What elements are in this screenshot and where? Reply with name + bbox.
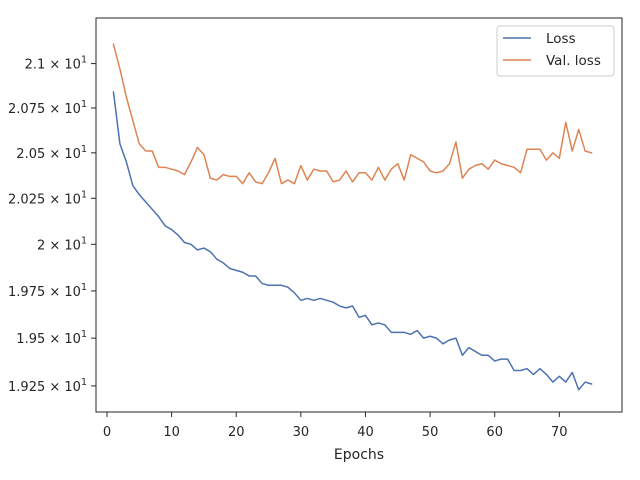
legend-label-loss: Loss xyxy=(546,31,576,47)
y-tick-label: 2.05 × 101 xyxy=(16,144,87,162)
series-line-loss xyxy=(112,91,593,391)
series-line-val-loss xyxy=(112,43,593,185)
x-tick-label: 0 xyxy=(103,425,111,440)
x-tick-label: 10 xyxy=(163,425,180,440)
legend: Loss Val. loss xyxy=(496,25,615,77)
y-tick-label: 1.975 × 101 xyxy=(8,282,87,300)
x-tick-label: 60 xyxy=(486,425,503,440)
legend-label-val-loss: Val. loss xyxy=(546,53,601,69)
x-tick-label: 20 xyxy=(228,425,245,440)
y-tick-label: 2.075 × 101 xyxy=(8,99,87,117)
y-tick-label: 2.1 × 101 xyxy=(25,55,87,73)
plot-area xyxy=(96,18,622,412)
y-tick-label: 1.95 × 101 xyxy=(16,329,87,347)
x-axis-title: Epochs xyxy=(334,447,384,463)
series-layer xyxy=(112,43,593,391)
y-tick-label: 2.025 × 101 xyxy=(8,189,87,207)
y-axis: 1.925 × 101 1.95 × 101 1.975 × 101 2 × 101 2… xyxy=(8,55,96,395)
y-tick-label: 2 × 101 xyxy=(37,235,87,253)
y-tick-label: 1.925 × 101 xyxy=(8,377,87,395)
x-axis: 0 10 20 30 40 50 60 70 xyxy=(103,412,568,440)
x-tick-label: 50 xyxy=(422,425,439,440)
plot-frame xyxy=(95,17,623,413)
x-tick-label: 30 xyxy=(293,425,310,440)
x-tick-label: 70 xyxy=(551,425,568,440)
x-tick-label: 40 xyxy=(357,425,374,440)
